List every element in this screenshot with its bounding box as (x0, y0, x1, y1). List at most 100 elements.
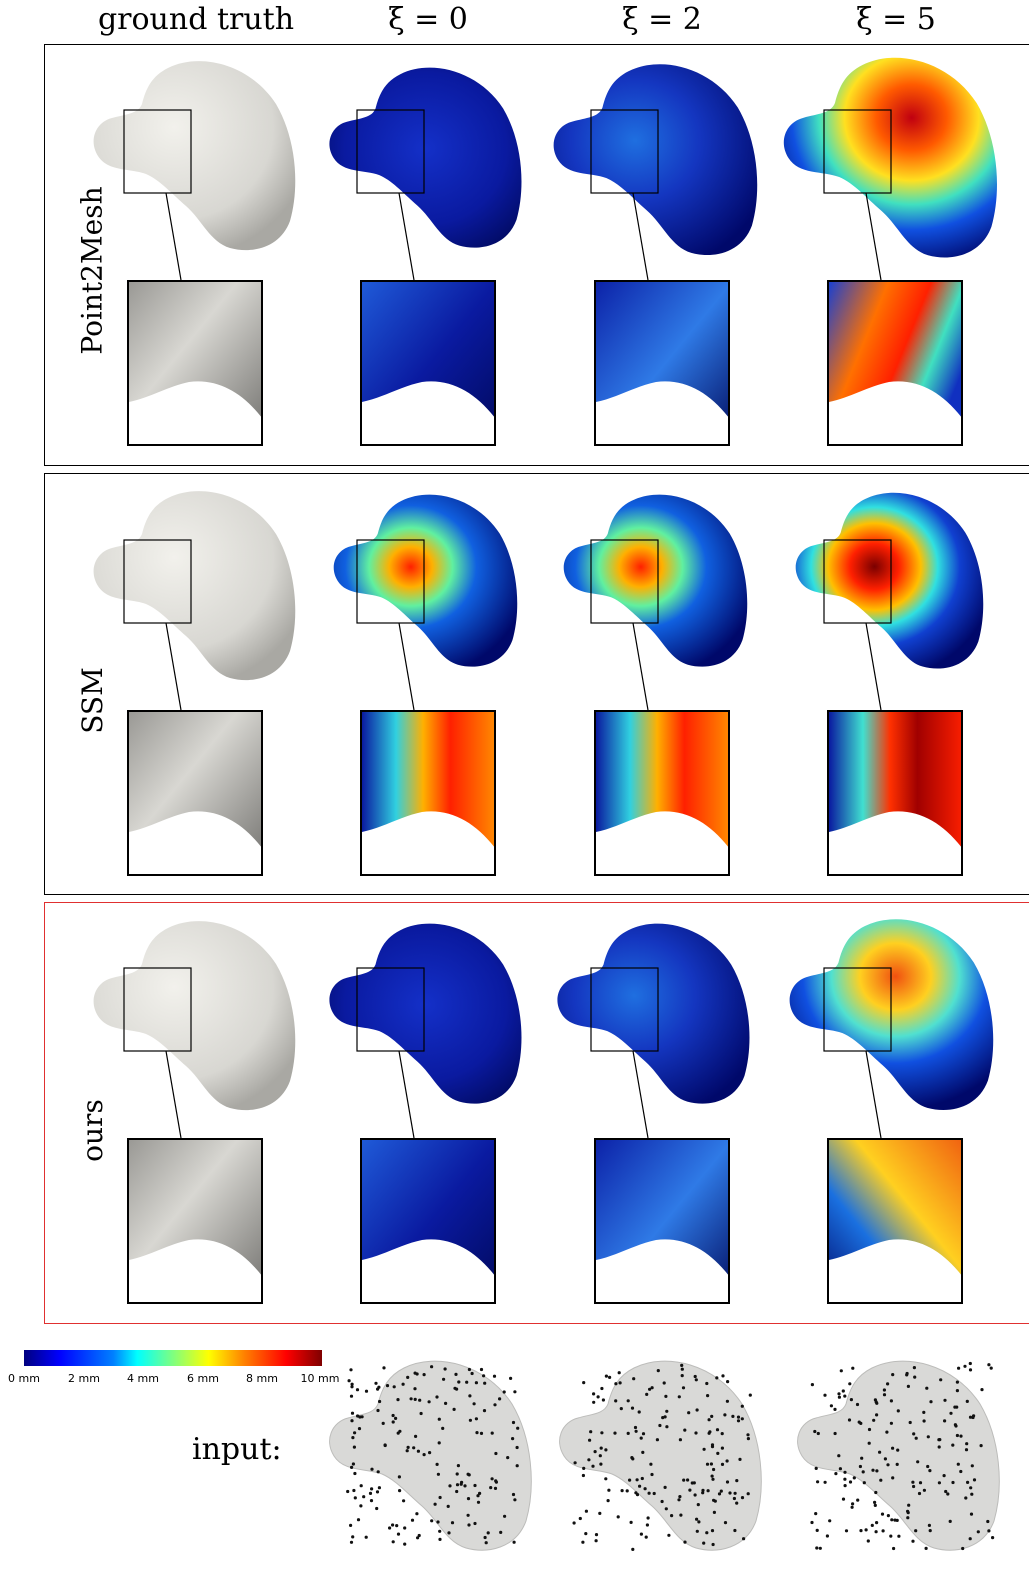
input-point (912, 1432, 916, 1436)
input-point (972, 1478, 977, 1482)
input-point (858, 1464, 862, 1469)
input-point (364, 1389, 369, 1393)
input-point (892, 1546, 896, 1551)
input-point (873, 1503, 877, 1507)
input-point (875, 1521, 879, 1525)
input-point (816, 1431, 820, 1436)
input-point (630, 1456, 634, 1460)
input-point (412, 1446, 416, 1450)
input-point (946, 1492, 950, 1496)
input-point (351, 1535, 355, 1539)
input-point (906, 1509, 910, 1513)
input-point (855, 1402, 860, 1407)
input-point (598, 1511, 602, 1515)
input-point (457, 1380, 461, 1384)
input-point (908, 1420, 912, 1425)
input-point (866, 1539, 870, 1543)
input-point (874, 1530, 878, 1534)
input-point (513, 1498, 517, 1502)
input-point (381, 1421, 385, 1425)
input-point (392, 1385, 396, 1389)
input-point (818, 1546, 822, 1550)
input-point (963, 1364, 967, 1368)
input-point (913, 1375, 917, 1379)
input-point (961, 1546, 965, 1551)
input-point (466, 1472, 470, 1476)
column-header-xi-2: ξ = 2 (622, 2, 702, 37)
input-point (502, 1390, 506, 1394)
input-point (843, 1484, 847, 1488)
input-point (848, 1382, 852, 1386)
input-point (587, 1458, 591, 1462)
input-point (349, 1394, 354, 1398)
input-point (694, 1378, 698, 1382)
input-point (463, 1484, 467, 1488)
input-point (881, 1529, 885, 1533)
input-point (349, 1540, 354, 1544)
input-point (939, 1378, 943, 1382)
zoom-connector-line (398, 622, 415, 711)
input-point (695, 1529, 699, 1533)
input-point (419, 1411, 423, 1416)
input-point (655, 1438, 659, 1442)
input-point (359, 1484, 363, 1488)
input-point (948, 1519, 952, 1523)
input-point (748, 1393, 752, 1397)
input-point (871, 1468, 875, 1472)
input-point (810, 1383, 814, 1387)
input-point (736, 1415, 741, 1419)
input-point (473, 1521, 477, 1526)
zoom-ssm-xi-2 (594, 710, 730, 876)
input-point (697, 1520, 701, 1524)
input-point (641, 1450, 645, 1454)
input-point (681, 1386, 686, 1390)
zoom-connector-line (165, 1050, 182, 1139)
input-point (467, 1367, 471, 1372)
input-point (401, 1382, 405, 1386)
input-point (416, 1449, 420, 1453)
input-point (849, 1398, 853, 1402)
input-point (511, 1437, 515, 1441)
input-point (677, 1498, 681, 1502)
input-point (813, 1429, 817, 1434)
input-point (956, 1462, 960, 1466)
input-point (814, 1512, 818, 1516)
input-point (635, 1478, 639, 1482)
input-point (701, 1491, 705, 1495)
input-point (592, 1400, 596, 1404)
input-point (476, 1494, 480, 1498)
input-point (847, 1418, 852, 1422)
input-point (688, 1488, 692, 1492)
input-point (664, 1507, 668, 1511)
input-point (867, 1441, 871, 1445)
input-point (351, 1462, 355, 1466)
input-point (382, 1366, 386, 1370)
input-point (874, 1490, 878, 1495)
input-point (823, 1393, 827, 1397)
input-point (922, 1488, 926, 1492)
input-point (740, 1404, 744, 1408)
input-point (712, 1510, 716, 1514)
input-point (678, 1438, 682, 1442)
panel-ssm (44, 473, 1029, 895)
input-point (864, 1528, 868, 1532)
input-point (966, 1480, 970, 1484)
input-point (614, 1382, 618, 1386)
input-point (347, 1379, 351, 1383)
input-point (652, 1491, 656, 1496)
input-point (646, 1516, 650, 1520)
zoom-connector-line (165, 622, 182, 711)
input-point (968, 1368, 973, 1372)
input-point (702, 1447, 706, 1451)
input-point (912, 1366, 916, 1370)
input-point (889, 1421, 893, 1425)
input-point (828, 1519, 832, 1523)
input-point (430, 1365, 434, 1369)
input-point (710, 1414, 714, 1418)
panel-point2mesh (44, 44, 1029, 466)
input-point (735, 1479, 739, 1483)
input-point (616, 1515, 620, 1519)
input-point (596, 1395, 600, 1399)
input-point (511, 1420, 516, 1425)
input-point (466, 1497, 471, 1501)
